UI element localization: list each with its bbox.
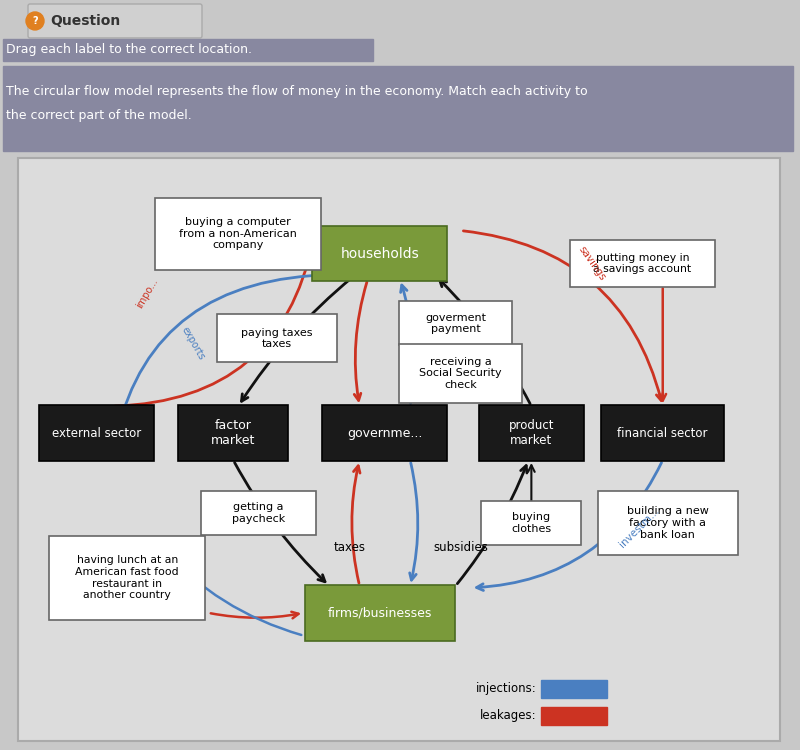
Text: exports: exports [179, 325, 206, 362]
FancyBboxPatch shape [482, 501, 582, 545]
Text: Question: Question [50, 14, 120, 28]
FancyBboxPatch shape [50, 536, 205, 620]
FancyBboxPatch shape [479, 405, 584, 461]
FancyBboxPatch shape [18, 158, 780, 740]
Text: investm...: investm... [618, 506, 662, 550]
Text: building a new
factory with a
bank loan: building a new factory with a bank loan [627, 506, 709, 539]
FancyBboxPatch shape [542, 706, 607, 724]
FancyBboxPatch shape [178, 405, 288, 461]
FancyBboxPatch shape [312, 226, 447, 281]
FancyBboxPatch shape [601, 405, 724, 461]
Text: putting money in
a savings account: putting money in a savings account [594, 253, 691, 274]
Text: getting a
paycheck: getting a paycheck [232, 503, 285, 524]
FancyBboxPatch shape [399, 302, 512, 345]
Text: external sector: external sector [52, 427, 142, 439]
Text: taxes: taxes [334, 542, 366, 554]
Text: impo...: impo... [134, 277, 160, 310]
Text: leakages:: leakages: [480, 709, 537, 722]
FancyBboxPatch shape [542, 680, 607, 698]
Text: financial sector: financial sector [618, 427, 708, 439]
Text: the correct part of the model.: the correct part of the model. [6, 110, 192, 122]
Text: ?: ? [32, 16, 38, 26]
Text: goverment
payment: goverment payment [425, 313, 486, 334]
FancyBboxPatch shape [570, 239, 715, 287]
Text: savings: savings [577, 244, 607, 283]
FancyBboxPatch shape [201, 491, 316, 535]
Text: households: households [341, 247, 419, 260]
Text: Drag each label to the correct location.: Drag each label to the correct location. [6, 44, 252, 56]
Text: buying a computer
from a non-American
company: buying a computer from a non-American co… [179, 217, 298, 250]
Text: firms/businesses: firms/businesses [328, 606, 432, 619]
FancyBboxPatch shape [399, 344, 522, 403]
Text: buying
clothes: buying clothes [511, 512, 551, 534]
Text: subsidies: subsidies [433, 542, 488, 554]
FancyBboxPatch shape [3, 39, 373, 61]
Text: receiving a
Social Security
check: receiving a Social Security check [419, 357, 502, 390]
Text: paying taxes
taxes: paying taxes taxes [241, 328, 313, 350]
Text: having lunch at an
American fast food
restaurant in
another country: having lunch at an American fast food re… [75, 556, 179, 600]
Text: The circular flow model represents the flow of money in the economy. Match each : The circular flow model represents the f… [6, 86, 588, 98]
Text: factor
market: factor market [211, 419, 255, 447]
FancyBboxPatch shape [322, 405, 447, 461]
FancyBboxPatch shape [39, 405, 154, 461]
Text: governme...: governme... [347, 427, 422, 439]
Text: product
market: product market [509, 419, 554, 447]
Text: injections:: injections: [476, 682, 537, 695]
Circle shape [26, 12, 44, 30]
FancyBboxPatch shape [155, 198, 321, 269]
FancyBboxPatch shape [28, 4, 202, 38]
FancyBboxPatch shape [598, 491, 738, 555]
FancyBboxPatch shape [3, 66, 793, 151]
FancyBboxPatch shape [217, 314, 337, 362]
FancyBboxPatch shape [305, 585, 455, 640]
